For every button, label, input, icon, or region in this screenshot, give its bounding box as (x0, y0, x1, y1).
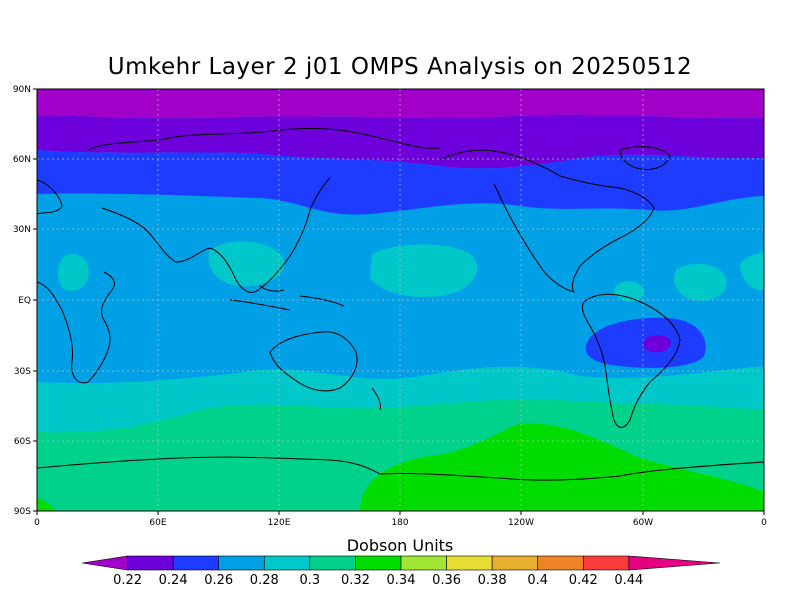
colorbar-segment-1 (127, 555, 174, 571)
band-north-mid (37, 150, 764, 215)
lat-label-60n: 60N (13, 155, 31, 165)
south-america-min (643, 334, 671, 353)
lon-label-180: 180 (391, 518, 408, 528)
colorbar-level-label: 0.26 (204, 573, 233, 588)
lon-label-0-left: 0 (34, 518, 40, 528)
colorbar-level-label: 0.28 (250, 573, 279, 588)
colorbar-segment-3 (218, 555, 265, 571)
graticule (37, 89, 764, 511)
tropical-patch-atlantic-e (673, 263, 727, 301)
colorbar-level-label: 0.44 (614, 573, 643, 588)
colorbar-level-label: 0.36 (432, 573, 461, 588)
colorbar-segment-9 (491, 555, 539, 571)
coast-indonesia (229, 285, 345, 311)
coast-australia (269, 331, 358, 392)
lat-label-30n: 30N (13, 225, 31, 235)
lon-label-120w: 120W (508, 518, 534, 528)
colorbar-segment-10 (537, 555, 584, 571)
colorbar-level-label: 0.3 (300, 573, 321, 588)
tropical-patch-pacific (370, 244, 478, 298)
colorbar-level-label: 0.42 (569, 573, 598, 588)
colorbar-segment-6 (355, 555, 402, 571)
coast-greenland (619, 146, 671, 170)
colorbar-segment-8 (446, 555, 493, 571)
colorbar-level-label: 0.4 (527, 573, 548, 588)
colorbar: 0.22 0.24 0.26 0.28 0.3 0.32 0.34 0.36 0.38 0.4 0.… (81, 555, 721, 588)
lon-label-60w: 60W (633, 518, 653, 528)
coastlines (37, 127, 764, 481)
colorbar-segment-2 (172, 555, 220, 571)
colorbar-level-label: 0.32 (341, 573, 370, 588)
lon-label-120e: 120E (268, 518, 291, 528)
tropical-patch-indian (208, 241, 285, 287)
coast-south-america (581, 293, 681, 428)
colorbar-level-label: 0.22 (113, 573, 142, 588)
colorbar-arrow-low (81, 555, 128, 571)
colorbar-level-label: 0.34 (387, 573, 416, 588)
coast-europe-africa (37, 179, 115, 384)
lat-label-eq: EQ (18, 296, 31, 306)
colorbar-level-label: 0.24 (159, 573, 188, 588)
tropical-patch-amazon (614, 281, 645, 302)
tick-marks (33, 88, 765, 515)
lat-label-30s: 30S (14, 367, 31, 377)
antarctic-high (360, 423, 764, 511)
lat-axis: 90N 60N 30N EQ 30S 60S 90S (13, 85, 31, 517)
lon-axis: 0 60E 120E 180 120W 60W 0 (34, 518, 767, 528)
colorbar-segment-11 (582, 555, 630, 571)
antarctic-edge-patch (37, 498, 56, 511)
map-title: Umkehr Layer 2 j01 OMPS Analysis on 2025… (107, 54, 693, 80)
coast-new-zealand (371, 387, 381, 411)
tropical-patch-africa (58, 254, 89, 291)
lat-label-90s: 90S (14, 507, 31, 517)
colorbar-arrow-high (628, 555, 721, 571)
colorbar-title: Dobson Units (346, 536, 454, 555)
lon-label-60e: 60E (149, 518, 166, 528)
band-north-polar (37, 89, 764, 119)
colorbar-segment-7 (400, 555, 447, 571)
coast-north-america (439, 149, 655, 293)
colorbar-segment-5 (309, 555, 356, 571)
lat-label-90n: 90N (13, 85, 31, 95)
colorbar-level-label: 0.38 (478, 573, 507, 588)
coast-antarctica (37, 456, 764, 481)
ozone-field (37, 89, 764, 511)
band-north-high (37, 114, 764, 169)
lon-label-0-right: 0 (761, 518, 767, 528)
colorbar-segment-4 (263, 555, 311, 571)
lat-label-60s: 60S (14, 437, 31, 447)
tropical-patch-atlantic-w (740, 252, 764, 291)
